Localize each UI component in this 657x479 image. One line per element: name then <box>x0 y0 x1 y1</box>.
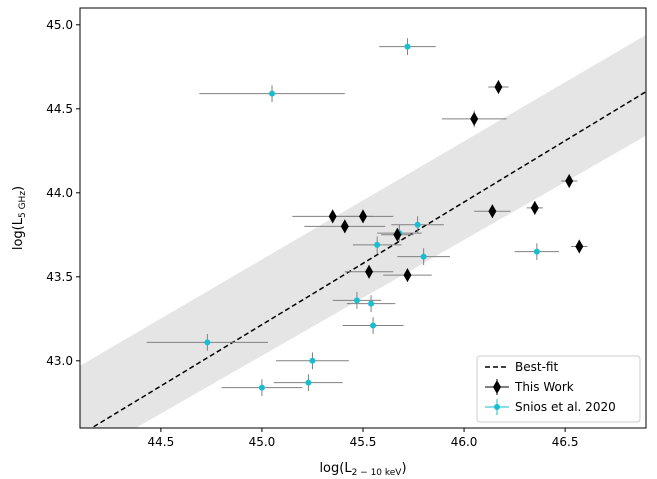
snios-point-4 <box>374 241 381 248</box>
y-tick-label-1: 43.5 <box>46 270 73 284</box>
legend-snios-marker <box>494 404 500 410</box>
thiswork-point-11 <box>403 268 412 283</box>
snios-point-11 <box>309 357 316 364</box>
confidence-band <box>80 34 646 428</box>
point-layer <box>204 43 584 391</box>
x-tick-label-3: 46.0 <box>451 435 478 449</box>
x-axis-label-subscript: 2 − 10 keV <box>352 468 403 478</box>
x-tick-label-0: 44.5 <box>147 435 174 449</box>
confidence-band-layer <box>80 34 646 428</box>
x-tick-label-1: 45.0 <box>249 435 276 449</box>
thiswork-point-7 <box>340 219 349 234</box>
snios-point-2 <box>414 221 421 228</box>
legend-thiswork-diamond <box>493 380 501 394</box>
snios-point-5 <box>420 253 427 260</box>
legend: Best-fit This Work Snios et al. 2020 <box>476 355 641 423</box>
thiswork-point-2 <box>565 174 574 189</box>
x-tick-label-2: 45.5 <box>350 435 377 449</box>
snios-point-1 <box>269 90 276 97</box>
best-fit-line <box>90 91 646 428</box>
y-tick-label-2: 44.0 <box>46 186 73 200</box>
y-tick-label-0: 43.0 <box>46 354 73 368</box>
snios-point-13 <box>258 384 265 391</box>
snios-point-10 <box>204 339 211 346</box>
snios-point-0 <box>404 43 411 50</box>
thiswork-point-8 <box>393 227 402 242</box>
x-tick-label-4: 46.5 <box>552 435 579 449</box>
y-axis-label-subscript: 5 GHz <box>18 191 28 218</box>
thiswork-point-3 <box>530 200 539 215</box>
thiswork-point-1 <box>470 111 479 126</box>
legend-box <box>476 355 641 423</box>
fit-line-layer <box>90 91 646 428</box>
legend-fit-label: Best-fit <box>515 360 558 374</box>
snios-point-6 <box>533 248 540 255</box>
snios-point-8 <box>368 300 375 307</box>
thiswork-point-9 <box>575 239 584 254</box>
y-tick-label-4: 45.0 <box>46 18 73 32</box>
thiswork-point-4 <box>488 204 497 219</box>
thiswork-point-5 <box>328 209 337 224</box>
y-axis-label: log(L5 GHz) <box>11 186 28 250</box>
legend-snios-label: Snios et al. 2020 <box>515 400 616 414</box>
thiswork-point-0 <box>494 79 503 94</box>
legend-thiswork-label: This Work <box>514 380 574 394</box>
snios-point-12 <box>305 379 312 386</box>
x-axis-ticks: 44.5 45.0 45.5 46.0 46.5 <box>147 428 579 449</box>
x-axis-label: log(L2 − 10 keV) <box>319 461 406 478</box>
y-axis-ticks: 43.0 43.5 44.0 44.5 45.0 <box>46 18 80 368</box>
snios-point-9 <box>370 322 377 329</box>
thiswork-point-6 <box>359 209 367 224</box>
thiswork-point-10 <box>365 264 374 279</box>
snios-point-7 <box>353 297 360 304</box>
y-tick-label-3: 44.5 <box>46 102 73 116</box>
